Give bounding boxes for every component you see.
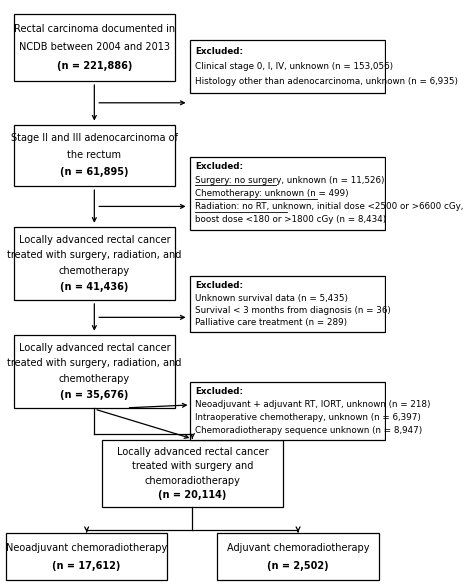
Text: (n = 17,612): (n = 17,612) <box>53 561 121 571</box>
Text: chemotherapy: chemotherapy <box>59 375 130 385</box>
Bar <box>191 157 384 230</box>
Text: Radiation: no RT, unknown, initial dose <2500 or >6600 cGy,: Radiation: no RT, unknown, initial dose … <box>195 202 464 211</box>
Bar <box>14 125 175 186</box>
Text: the rectum: the rectum <box>67 151 121 161</box>
Text: Stage II and III adenocarcinoma of: Stage II and III adenocarcinoma of <box>11 133 178 143</box>
Text: chemotherapy: chemotherapy <box>59 266 130 276</box>
Bar <box>191 382 384 440</box>
Text: (n = 61,895): (n = 61,895) <box>60 168 128 178</box>
Text: Chemoradiotherapy sequence unknown (n = 8,947): Chemoradiotherapy sequence unknown (n = … <box>195 426 422 435</box>
Bar <box>102 440 283 507</box>
Text: Chemotherapy: unknown (n = 499): Chemotherapy: unknown (n = 499) <box>195 189 349 198</box>
Bar <box>218 533 379 580</box>
Text: Excluded:: Excluded: <box>195 281 243 290</box>
Text: Locally advanced rectal cancer: Locally advanced rectal cancer <box>18 235 170 245</box>
Text: Intraoperative chemotherapy, unknown (n = 6,397): Intraoperative chemotherapy, unknown (n … <box>195 413 421 422</box>
Text: Excluded:: Excluded: <box>195 162 243 171</box>
Text: Unknown survival data (n = 5,435): Unknown survival data (n = 5,435) <box>195 293 348 303</box>
Text: Clinical stage 0, I, IV, unknown (n = 153,056): Clinical stage 0, I, IV, unknown (n = 15… <box>195 62 393 71</box>
Bar <box>14 227 175 300</box>
Text: (n = 221,886): (n = 221,886) <box>57 61 132 71</box>
Text: Rectal carcinoma documented in: Rectal carcinoma documented in <box>14 24 175 34</box>
Bar <box>14 335 175 408</box>
Text: Excluded:: Excluded: <box>195 387 243 396</box>
Bar <box>6 533 167 580</box>
Bar <box>191 40 384 92</box>
Text: (n = 20,114): (n = 20,114) <box>158 490 227 500</box>
Text: treated with surgery and: treated with surgery and <box>132 461 253 471</box>
Text: treated with surgery, radiation, and: treated with surgery, radiation, and <box>7 359 182 369</box>
Text: Locally advanced rectal cancer: Locally advanced rectal cancer <box>117 447 268 457</box>
Text: (n = 35,676): (n = 35,676) <box>60 390 128 400</box>
Text: Surgery: no surgery, unknown (n = 11,526): Surgery: no surgery, unknown (n = 11,526… <box>195 176 384 185</box>
Text: Excluded:: Excluded: <box>195 47 243 56</box>
Text: NCDB between 2004 and 2013: NCDB between 2004 and 2013 <box>19 42 170 52</box>
Bar <box>191 276 384 332</box>
Text: chemoradiotherapy: chemoradiotherapy <box>145 476 240 486</box>
Text: Locally advanced rectal cancer: Locally advanced rectal cancer <box>18 343 170 353</box>
Text: (n = 41,436): (n = 41,436) <box>60 282 128 292</box>
Text: Histology other than adenocarcinoma, unknown (n = 6,935): Histology other than adenocarcinoma, unk… <box>195 77 458 86</box>
Text: Survival < 3 months from diagnosis (n = 36): Survival < 3 months from diagnosis (n = … <box>195 306 391 315</box>
Text: boost dose <180 or >1800 cGy (n = 8,434): boost dose <180 or >1800 cGy (n = 8,434) <box>195 215 386 225</box>
Text: treated with surgery, radiation, and: treated with surgery, radiation, and <box>7 250 182 260</box>
Bar <box>14 14 175 81</box>
Text: (n = 2,502): (n = 2,502) <box>267 561 329 571</box>
Text: Adjuvant chemoradiotherapy: Adjuvant chemoradiotherapy <box>227 543 369 553</box>
Text: Neoadjuvant + adjuvant RT, IORT, unknown (n = 218): Neoadjuvant + adjuvant RT, IORT, unknown… <box>195 400 430 409</box>
Text: Palliative care treatment (n = 289): Palliative care treatment (n = 289) <box>195 318 347 327</box>
Text: Neoadjuvant chemoradiotherapy: Neoadjuvant chemoradiotherapy <box>6 543 167 553</box>
